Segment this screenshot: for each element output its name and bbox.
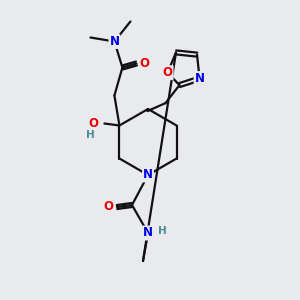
Text: N: N <box>143 226 153 239</box>
Text: H: H <box>86 130 95 140</box>
Text: O: O <box>163 66 172 79</box>
Text: H: H <box>158 226 166 236</box>
Text: N: N <box>195 72 205 85</box>
Text: O: O <box>103 200 113 214</box>
Text: N: N <box>110 35 119 48</box>
Text: N: N <box>143 169 153 182</box>
Text: O: O <box>88 117 98 130</box>
Text: O: O <box>140 57 149 70</box>
